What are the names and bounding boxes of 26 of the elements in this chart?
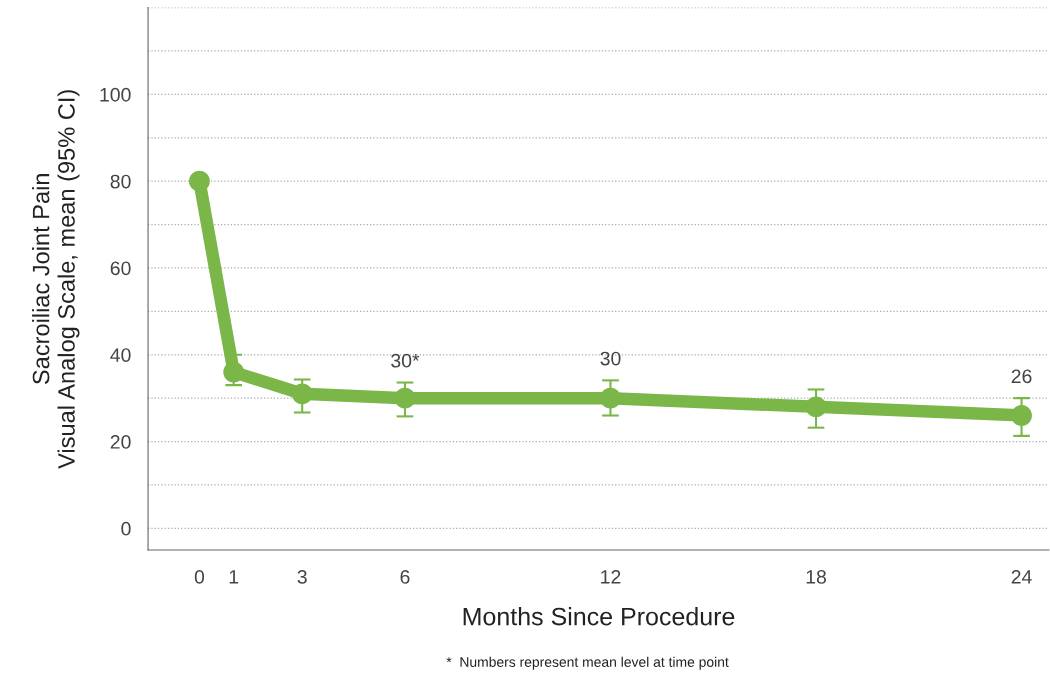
y-tick-label: 20 — [110, 435, 131, 449]
x-tick-label: 0 — [194, 569, 205, 584]
point — [600, 387, 621, 409]
text: * Numbers represent mean level at time point — [446, 656, 729, 670]
point — [805, 396, 827, 418]
point — [291, 383, 313, 405]
data-label: 30* — [391, 353, 420, 368]
y-tick-label: 40 — [110, 348, 131, 362]
x-tick-label: 24 — [1011, 569, 1032, 584]
point — [1011, 405, 1032, 426]
y-tick-label: 100 — [100, 87, 131, 102]
x-tick-label: 12 — [601, 569, 621, 584]
x-tick-label: 3 — [297, 569, 307, 584]
x-tick-label: 18 — [806, 569, 826, 584]
point — [189, 170, 210, 192]
data-label: 26 — [1011, 369, 1032, 384]
point — [394, 387, 416, 409]
y-tick-label: 60 — [110, 261, 131, 276]
point — [223, 361, 245, 383]
x-tick-label: 6 — [400, 569, 410, 584]
data-label: 30 — [600, 351, 621, 366]
y-tick-label: 80 — [110, 174, 131, 189]
y-tick-label: 0 — [121, 521, 131, 536]
y-axis-title: Sacroiliac Joint Pain Visual Analog Scale, mean (95% CI) — [32, 90, 80, 469]
x-tick-label: 1 — [229, 570, 239, 584]
x-axis-title: Months Since Procedure — [463, 607, 735, 626]
